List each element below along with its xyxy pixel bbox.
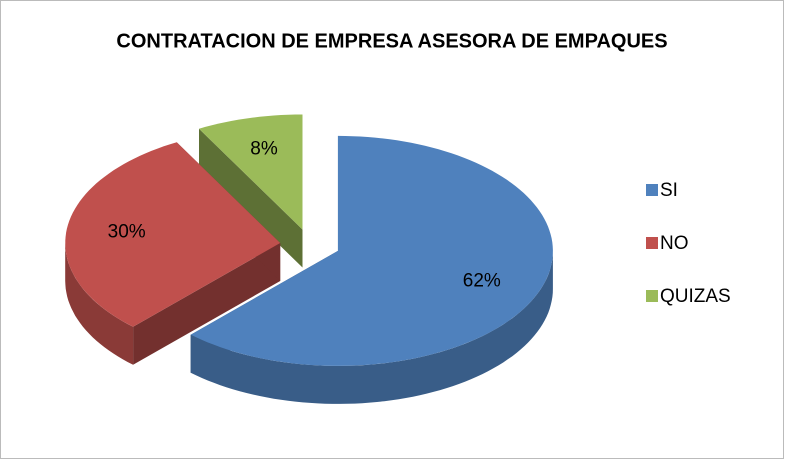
slice-top [190, 135, 553, 366]
legend-label: SI [660, 180, 678, 201]
slice-side [199, 128, 303, 268]
pie-slice [190, 135, 553, 404]
slice-top [199, 114, 303, 230]
legend-swatch [646, 184, 658, 196]
data-label: 30% [108, 222, 146, 243]
slice-side [133, 243, 281, 365]
pie-slice [199, 114, 303, 268]
data-label: 62% [463, 270, 501, 291]
slice-wall [65, 243, 134, 365]
legend-label: NO [660, 233, 689, 254]
legend-swatch [646, 237, 658, 249]
slice-wall [190, 250, 553, 404]
slice-top [65, 142, 281, 327]
data-label: 8% [250, 138, 278, 159]
chart-title: CONTRATACION DE EMPRESA ASESORA DE EMPAQ… [116, 30, 667, 52]
legend-swatch [646, 290, 658, 302]
pie-slice [65, 142, 281, 365]
legend-label: QUIZAS [660, 286, 731, 307]
